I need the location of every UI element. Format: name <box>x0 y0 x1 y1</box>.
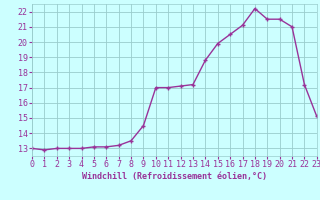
X-axis label: Windchill (Refroidissement éolien,°C): Windchill (Refroidissement éolien,°C) <box>82 172 267 181</box>
